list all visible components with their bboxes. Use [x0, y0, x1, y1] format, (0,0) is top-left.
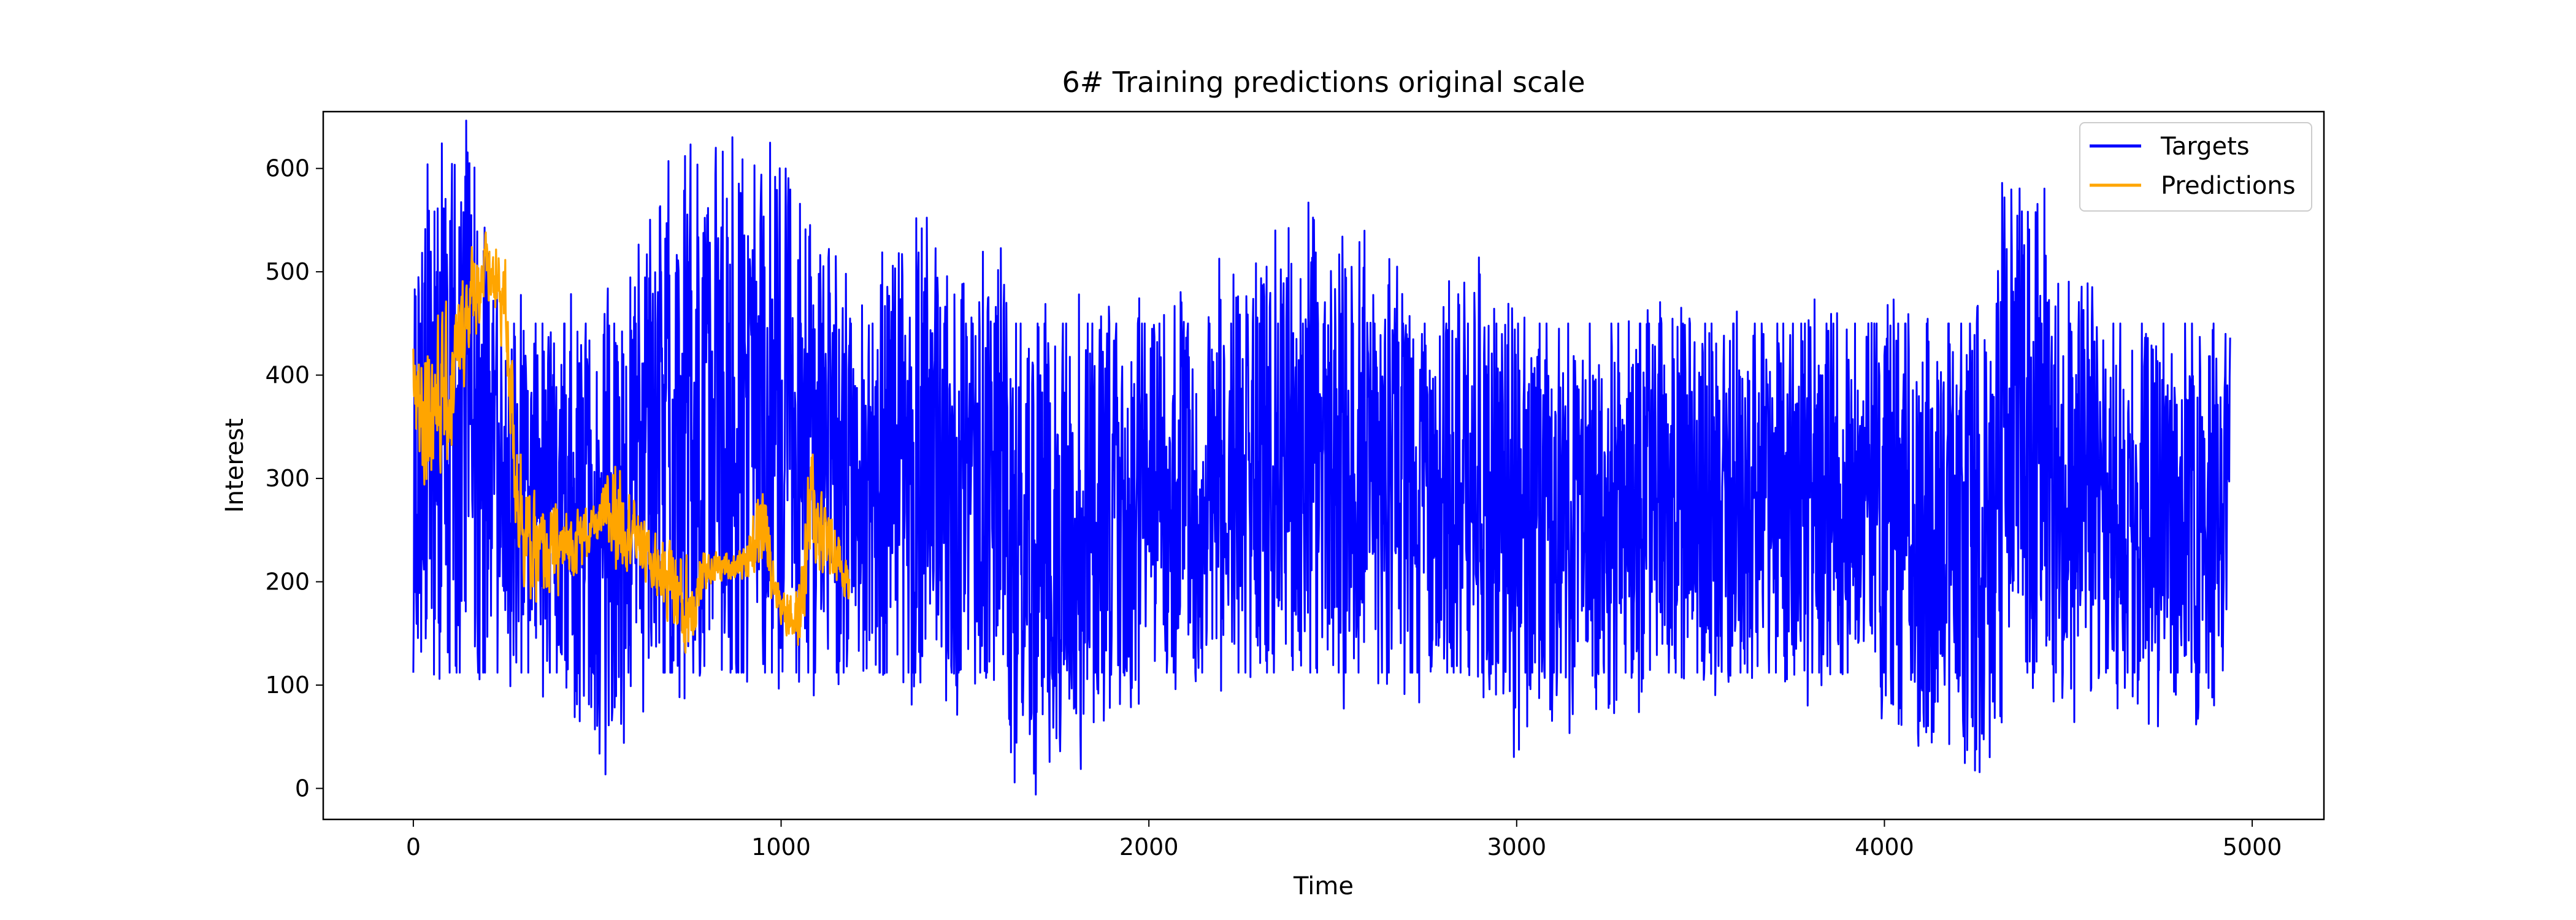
y-tick-label: 200 [265, 569, 310, 596]
x-tick-label: 3000 [1487, 834, 1546, 861]
series-line-predictions [412, 231, 851, 654]
y-tick-label: 600 [265, 155, 310, 182]
plot-area [412, 120, 2231, 795]
y-tick-label: 0 [295, 775, 310, 802]
legend: Targets Predictions [2079, 122, 2312, 212]
plot-frame [322, 110, 2325, 821]
x-axis: 0 1000 2000 3000 4000 5000 [406, 819, 2282, 861]
x-axis-label: Time [1293, 872, 1354, 900]
y-tick-label: 500 [265, 258, 310, 285]
chart-title: 6# Training predictions original scale [1062, 66, 1585, 99]
y-tick-label: 300 [265, 465, 310, 492]
x-tick-label: 4000 [1855, 834, 1914, 861]
legend-label-targets: Targets [2160, 132, 2250, 161]
x-tick-label: 5000 [2223, 834, 2282, 861]
x-tick-label: 1000 [751, 834, 811, 861]
legend-label-predictions: Predictions [2161, 172, 2296, 200]
series-line-targets [412, 120, 2231, 795]
y-tick-label: 100 [265, 672, 310, 699]
y-axis-label: Interest [221, 418, 249, 513]
y-tick-label: 400 [265, 362, 310, 389]
x-tick-label: 2000 [1119, 834, 1179, 861]
y-axis: 0 100 200 300 400 500 600 [265, 155, 323, 802]
x-tick-label: 0 [406, 834, 421, 861]
